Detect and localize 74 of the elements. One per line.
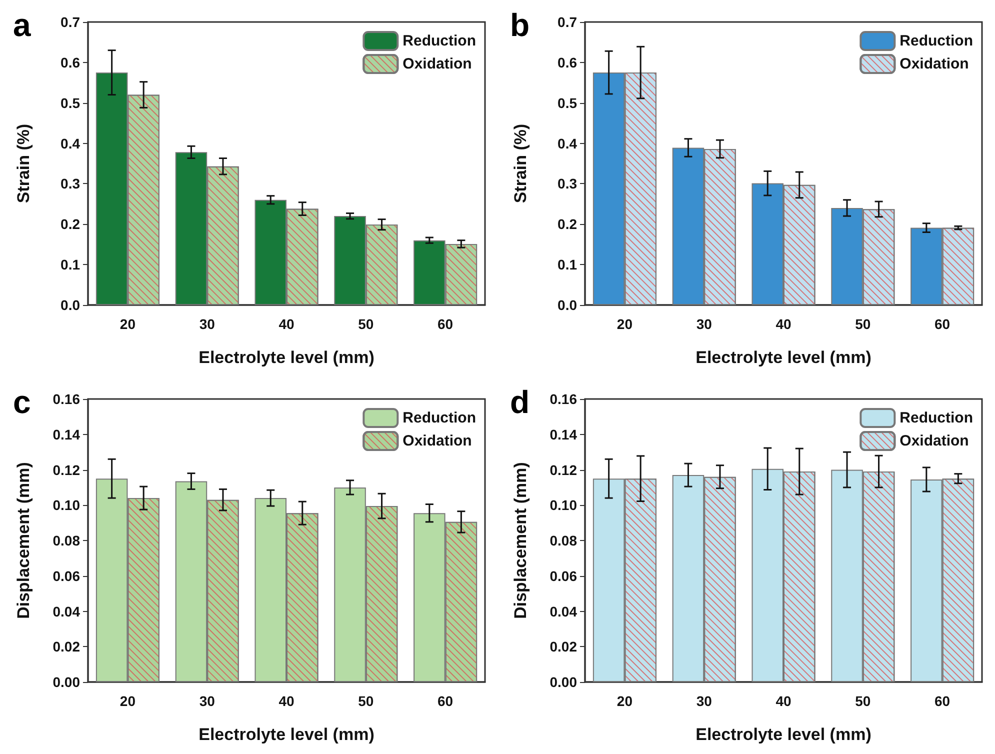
y-tick-label: 0.04 — [550, 603, 578, 620]
y-tick-label: 0.10 — [550, 497, 578, 514]
y-tick-label: 0.00 — [550, 674, 578, 690]
y-tick-label: 0.06 — [52, 568, 80, 584]
x-tick-label: 20 — [616, 693, 633, 709]
y-tick-label: 0.4 — [558, 135, 578, 152]
legend-label: Reduction — [402, 410, 476, 426]
legend-label: Reduction — [900, 32, 974, 50]
legend-label: Oxidation — [900, 56, 969, 72]
y-tick-label: 0.3 — [60, 176, 80, 192]
x-tick-label: 50 — [358, 693, 374, 709]
y-tick-label: 0.02 — [52, 638, 80, 655]
x-axis-title: Electrolyte level (mm) — [198, 725, 374, 744]
x-axis-title: Electrolyte level (mm) — [696, 348, 872, 367]
legend-label: Reduction — [402, 32, 476, 50]
y-tick-label: 0.5 — [558, 94, 578, 111]
x-tick-label: 20 — [616, 316, 633, 332]
y-tick-label: 0.06 — [550, 568, 578, 584]
y-axis-title: Strain (%) — [14, 124, 33, 204]
y-tick-label: 0.1 — [558, 256, 578, 273]
y-tick-label: 0.16 — [52, 391, 80, 407]
y-tick-label: 0.5 — [60, 94, 80, 111]
y-tick-label: 0.4 — [60, 135, 80, 152]
y-tick-label: 0.3 — [558, 176, 578, 192]
y-tick-label: 0.08 — [52, 532, 80, 548]
y-tick-label: 0.1 — [60, 256, 80, 273]
x-tick-label: 60 — [934, 693, 950, 709]
x-tick-label: 60 — [438, 316, 454, 332]
y-tick-label: 0.14 — [550, 426, 578, 442]
x-tick-label: 60 — [438, 693, 454, 709]
y-tick-label: 0.04 — [52, 603, 80, 620]
y-tick-label: 0.7 — [60, 14, 80, 30]
y-tick-label: 0.2 — [60, 216, 80, 232]
y-axis-title: Strain (%) — [511, 124, 530, 204]
y-tick-label: 0.08 — [550, 532, 578, 548]
x-tick-label: 30 — [696, 693, 712, 709]
legend-label: Oxidation — [402, 432, 472, 450]
x-tick-label: 40 — [776, 693, 792, 709]
x-tick-label: 50 — [855, 693, 871, 709]
y-tick-label: 0.10 — [52, 497, 80, 514]
y-tick-label: 0.14 — [52, 426, 80, 442]
x-tick-label: 20 — [120, 316, 136, 332]
legend-label: Reduction — [900, 410, 974, 426]
x-axis-title: Electrolyte level (mm) — [198, 348, 374, 367]
x-tick-label: 50 — [358, 316, 374, 332]
x-tick-label: 20 — [120, 693, 136, 709]
y-tick-label: 0.12 — [550, 462, 578, 478]
x-tick-label: 30 — [199, 316, 216, 332]
y-tick-label: 0.6 — [558, 54, 578, 70]
x-tick-label: 30 — [199, 693, 216, 709]
y-tick-label: 0.02 — [550, 638, 578, 655]
y-tick-label: 0.7 — [558, 14, 578, 30]
chart-title: b — [510, 7, 530, 43]
y-axis-title: Displacement (mm) — [14, 462, 33, 619]
x-tick-label: 30 — [696, 316, 712, 332]
y-axis-title: Displacement (mm) — [511, 462, 530, 619]
legend-label: Oxidation — [900, 432, 969, 450]
legend-label: Oxidation — [402, 56, 472, 72]
chart-title: c — [13, 384, 31, 420]
y-tick-label: 0.16 — [550, 391, 578, 407]
chart-title: a — [13, 7, 31, 43]
x-tick-label: 40 — [278, 316, 294, 332]
y-tick-label: 0.6 — [60, 54, 80, 70]
chart-title: d — [510, 384, 530, 420]
y-tick-label: 0.0 — [558, 297, 578, 313]
x-tick-label: 40 — [776, 316, 792, 332]
x-tick-label: 60 — [934, 316, 950, 332]
y-tick-label: 0.12 — [52, 462, 80, 478]
x-axis-title: Electrolyte level (mm) — [696, 725, 872, 744]
y-tick-label: 0.0 — [60, 297, 80, 313]
y-tick-label: 0.2 — [558, 216, 578, 232]
x-tick-label: 50 — [855, 316, 871, 332]
x-tick-label: 40 — [278, 693, 294, 709]
y-tick-label: 0.00 — [52, 674, 80, 690]
